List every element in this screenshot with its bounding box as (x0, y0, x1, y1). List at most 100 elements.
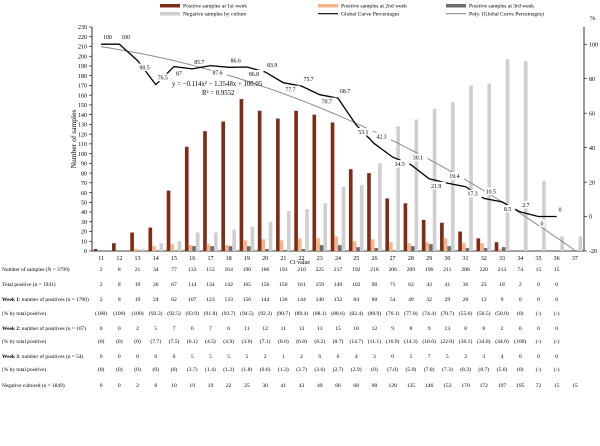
bar-1-29 (421, 219, 426, 251)
bar-3-26 (374, 248, 379, 251)
y2-tick-label: -20 (589, 249, 597, 255)
bar-1-20 (257, 110, 262, 251)
legend-swatch-4 (160, 12, 180, 16)
bar-4-19 (250, 226, 255, 251)
bar-4-14 (159, 243, 164, 251)
y-tick-label: 90 (81, 162, 87, 168)
curve-label-16: 85.7 (194, 60, 204, 66)
x-tick-label: 11 (98, 256, 104, 262)
x-tick-label: 17 (207, 256, 213, 262)
bar-1-16 (184, 146, 189, 251)
bar-1-24 (330, 122, 335, 251)
curve-label-19: 86.8 (249, 72, 259, 78)
legend-label-4: Negative samples by culture (183, 12, 247, 18)
bar-1-22 (294, 110, 298, 251)
y-tick-label: 230 (78, 25, 87, 31)
bar-4-34 (523, 61, 528, 251)
bar-1-30 (440, 222, 444, 251)
y-tick-label: 190 (78, 64, 87, 70)
bar-2-15 (170, 244, 174, 251)
curve-label-bg (357, 128, 373, 136)
x-tick-label: 27 (390, 256, 396, 262)
bar-1-19 (239, 99, 244, 251)
y-tick-label: 110 (78, 142, 87, 148)
bar-1-17 (203, 131, 207, 251)
curve-label-bg (503, 204, 516, 213)
curve-label-31: 17.3 (468, 192, 478, 198)
curve-label-bg (284, 85, 300, 94)
y2-tick-label: 60 (589, 111, 595, 117)
x-tick-label: 31 (463, 256, 469, 262)
bar-3-22 (301, 249, 306, 251)
y-tick-label: 150 (78, 103, 87, 109)
x-tick-label: 37 (572, 256, 578, 262)
trend-r2: R² = 0.9552 (202, 90, 235, 97)
legend-label-6: Poly. (Global Curve Percentages) (469, 11, 544, 18)
curve-label-22: 75.7 (304, 77, 314, 83)
x-tick-label: 19 (244, 256, 250, 262)
bar-4-36 (560, 236, 564, 251)
bar-1-33 (494, 242, 499, 251)
bar-1-13 (130, 232, 134, 251)
y-tick-label: 200 (78, 54, 87, 60)
y-tick-label: 50 (81, 201, 87, 207)
bar-4-16 (195, 232, 200, 251)
y-tick-label: 30 (81, 220, 87, 226)
y2-tick-label: 80 (589, 77, 595, 83)
curve-label-26: 42.3 (376, 135, 386, 141)
y-tick-label: 160 (78, 93, 87, 99)
bar-4-20 (268, 221, 273, 251)
x-tick-label: 26 (371, 256, 377, 262)
bar-2-18 (225, 245, 229, 251)
y-tick-label: 210 (78, 45, 87, 51)
bar-4-33 (505, 59, 510, 251)
bar-3-20 (265, 249, 269, 251)
bar-2-19 (243, 240, 247, 251)
bar-3-18 (228, 246, 233, 251)
x-tick-label: 15 (171, 256, 177, 262)
bar-4-27 (396, 126, 400, 251)
curve-label-bg (539, 219, 545, 228)
bar-4-18 (232, 229, 236, 251)
bar-2-31 (461, 243, 466, 251)
curve-label-bg (393, 160, 410, 168)
x-tick-label: 14 (153, 256, 159, 262)
bar-3-17 (210, 246, 215, 251)
bar-2-26 (370, 239, 375, 251)
x-tick-label: 13 (135, 256, 141, 262)
curve-label-15: 87 (176, 72, 182, 78)
bar-2-23 (316, 238, 320, 251)
bar-2-24 (334, 236, 338, 251)
bar-1-31 (458, 231, 462, 251)
y-tick-label: 140 (78, 113, 87, 119)
curve-label-bg (302, 75, 319, 83)
curve-label-bg (102, 33, 115, 41)
bar-2-17 (206, 244, 211, 251)
bar-2-27 (389, 242, 393, 251)
curve-label-bg (247, 69, 264, 78)
y-tick-label: 170 (78, 84, 87, 90)
bar-4-13 (141, 249, 145, 251)
y-axis-title: Number of samples (69, 110, 78, 169)
curve-label-35: 0 (540, 222, 543, 228)
curve-label-34: 2.7 (522, 203, 529, 209)
curve-label-33: 8.5 (504, 207, 511, 213)
y2-tick-label: 40 (589, 146, 595, 152)
curve-label-bg (521, 200, 534, 209)
y-tick-label: 0 (84, 249, 87, 255)
curve-label-bg (229, 56, 246, 64)
y2-axis-label: % (590, 15, 596, 22)
bar-2-33 (498, 249, 502, 251)
x-tick-label: 28 (408, 256, 414, 262)
curve-label-bg (339, 87, 355, 95)
bar-2-20 (261, 239, 266, 251)
bar-2-28 (407, 243, 411, 251)
y-tick-label: 100 (78, 152, 87, 158)
bar-1-26 (367, 173, 371, 251)
bar-1-18 (221, 121, 226, 251)
legend-label-1: Positive samples at 1st week (183, 4, 247, 10)
bar-1-14 (148, 227, 153, 251)
y-tick-label: 20 (81, 230, 87, 236)
bar-3-28 (410, 246, 415, 251)
